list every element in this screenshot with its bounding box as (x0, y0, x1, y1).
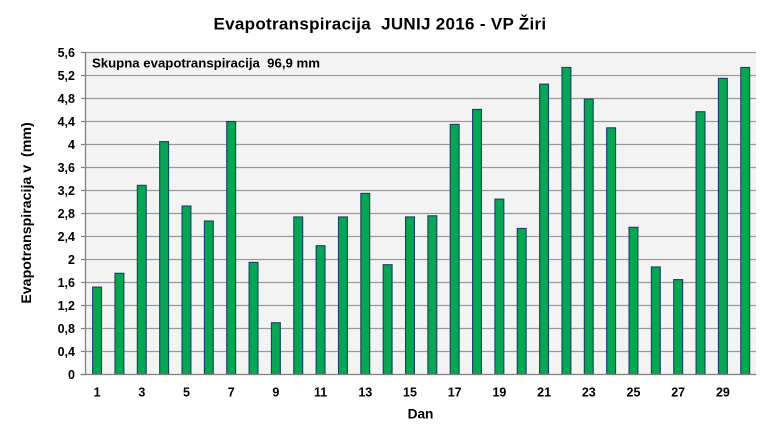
svg-text:13: 13 (358, 386, 372, 400)
svg-text:Skupna evapotranspiracija 96,: Skupna evapotranspiracija 96,9 mm (92, 56, 320, 71)
svg-text:2,4: 2,4 (58, 230, 75, 244)
svg-text:5: 5 (183, 386, 190, 400)
svg-text:21: 21 (537, 386, 551, 400)
svg-text:25: 25 (627, 386, 641, 400)
svg-text:2: 2 (68, 253, 75, 267)
svg-text:27: 27 (671, 386, 685, 400)
svg-text:19: 19 (492, 386, 506, 400)
svg-text:17: 17 (448, 386, 462, 400)
svg-text:15: 15 (403, 386, 417, 400)
svg-text:2,8: 2,8 (58, 207, 75, 221)
svg-text:5,6: 5,6 (58, 46, 75, 60)
svg-text:0,4: 0,4 (58, 345, 75, 359)
svg-text:3,6: 3,6 (58, 161, 75, 175)
svg-text:0,8: 0,8 (58, 322, 75, 336)
svg-text:1: 1 (94, 386, 101, 400)
svg-text:11: 11 (314, 386, 327, 400)
svg-text:4,8: 4,8 (58, 92, 75, 106)
svg-text:7: 7 (228, 386, 235, 400)
svg-text:Dan: Dan (408, 406, 434, 421)
svg-text:1,2: 1,2 (58, 299, 75, 313)
svg-text:4: 4 (68, 138, 75, 152)
svg-text:5,2: 5,2 (58, 69, 75, 83)
svg-text:0: 0 (68, 368, 75, 382)
svg-text:3: 3 (138, 386, 145, 400)
svg-text:23: 23 (582, 386, 596, 400)
svg-text:1,6: 1,6 (58, 276, 75, 290)
svg-text:4,4: 4,4 (58, 115, 75, 129)
svg-text:9: 9 (272, 386, 279, 400)
svg-text:Evapotranspiracija JUNIJ 2016: Evapotranspiracija JUNIJ 2016 - VP Žiri (214, 14, 547, 33)
svg-text:Evapotranspiracija v (mm): Evapotranspiracija v (mm) (19, 122, 35, 304)
svg-text:29: 29 (716, 386, 730, 400)
svg-text:3,2: 3,2 (58, 184, 75, 198)
